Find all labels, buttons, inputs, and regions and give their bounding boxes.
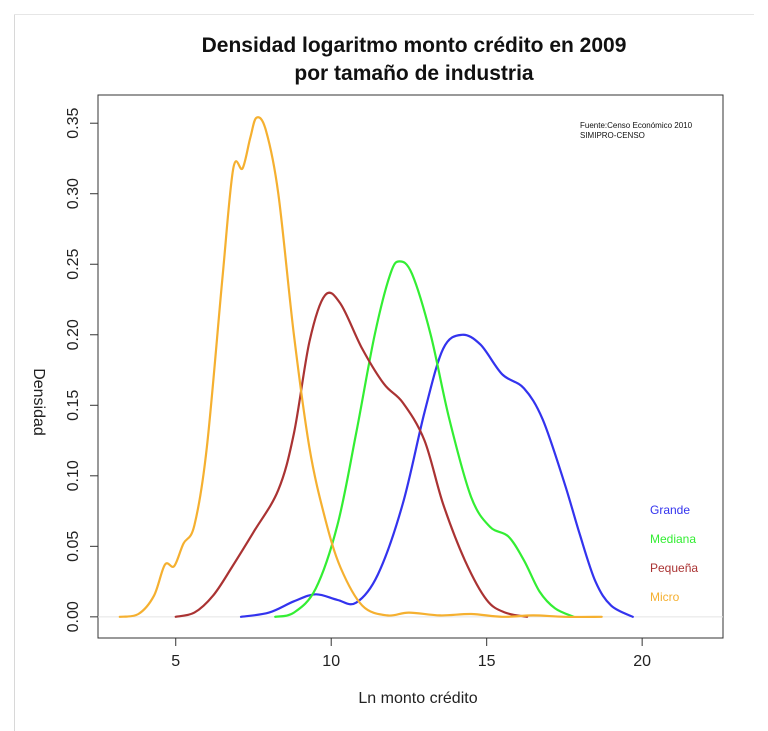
y-tick-label: 0.00 xyxy=(65,601,82,632)
y-tick-label: 0.25 xyxy=(65,249,82,280)
legend: Grande Mediana Pequeña Micro xyxy=(650,503,698,604)
x-tick-label: 15 xyxy=(478,653,496,670)
x-tick-label: 20 xyxy=(633,653,651,670)
legend-item-mediana: Mediana xyxy=(650,532,696,546)
legend-item-pequeña: Pequeña xyxy=(650,561,698,575)
frame-edge-left xyxy=(14,14,15,731)
legend-item-micro: Micro xyxy=(650,590,680,604)
series-lines xyxy=(118,116,634,619)
y-tick-label: 0.35 xyxy=(65,108,82,139)
x-axis: 5 10 15 20 xyxy=(171,638,651,670)
series-line-pequeña xyxy=(174,291,529,618)
y-tick-label: 0.05 xyxy=(65,531,82,562)
source-note-line2: SIMIPRO-CENSO xyxy=(580,131,645,140)
chart-subtitle: por tamaño de industria xyxy=(294,62,534,85)
y-tick-label: 0.15 xyxy=(65,390,82,421)
source-note-line1: Fuente:Censo Económico 2010 xyxy=(580,121,693,130)
y-axis-label: Densidad xyxy=(30,368,47,436)
series-line-grande xyxy=(239,333,634,618)
x-axis-label: Ln monto crédito xyxy=(358,690,477,707)
y-tick-label: 0.10 xyxy=(65,460,82,491)
plot-box xyxy=(97,94,724,639)
series-line-micro xyxy=(118,116,603,619)
legend-item-grande: Grande xyxy=(650,503,690,517)
y-axis: 0.00 0.05 0.10 0.15 0.20 0.25 0.30 0.35 xyxy=(65,108,98,632)
chart-title: Densidad logaritmo monto crédito en 2009 xyxy=(202,34,627,57)
x-tick-label: 10 xyxy=(322,653,340,670)
series-line-mediana xyxy=(274,260,575,618)
frame-edge-top xyxy=(14,14,754,15)
y-tick-label: 0.30 xyxy=(65,178,82,209)
x-tick-label: 5 xyxy=(171,653,180,670)
y-tick-label: 0.20 xyxy=(65,319,82,350)
